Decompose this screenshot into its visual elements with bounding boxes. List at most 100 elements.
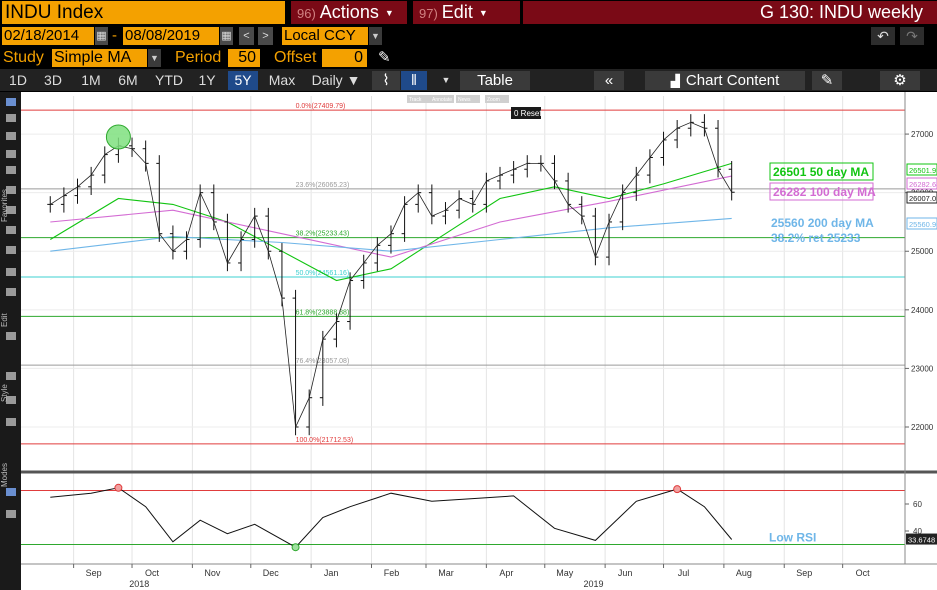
top-highlight-marker xyxy=(105,124,131,150)
end-calendar-icon[interactable]: ▦ xyxy=(220,27,233,45)
collapse-icon[interactable]: « xyxy=(594,71,624,90)
month-label: Oct xyxy=(145,568,160,578)
tool-annotate-button[interactable] xyxy=(430,95,454,103)
pen-tool-icon[interactable] xyxy=(6,114,16,122)
pointer-tool-icon[interactable] xyxy=(6,98,16,106)
tool-label: Zoom xyxy=(487,97,500,103)
tool-label: Annotate xyxy=(432,97,452,103)
month-label: Mar xyxy=(438,568,454,578)
price-chart[interactable]: 0.0%(27409.79) 23.6%(26065.23) 38.2%(25233… xyxy=(21,92,937,590)
study-dropdown-icon[interactable]: ▼ xyxy=(148,49,161,67)
month-label: Nov xyxy=(204,568,221,578)
bar-chart-icon[interactable]: ǁ xyxy=(401,71,427,90)
range-3d-button[interactable]: 3D xyxy=(44,72,62,88)
annotations: 26501 50 day MA 26282 100 day MA 25560 200… xyxy=(105,124,937,552)
settings-gear-icon[interactable]: ⚙ xyxy=(880,71,920,90)
channel-tool-icon[interactable] xyxy=(6,206,16,214)
price-tag xyxy=(906,191,937,204)
mode-select-icon[interactable] xyxy=(6,488,16,496)
currency-select[interactable]: Local CCY xyxy=(282,27,368,45)
next-period-button[interactable]: > xyxy=(258,27,273,45)
arrow-tool-icon[interactable] xyxy=(6,226,16,234)
security-title[interactable]: INDU Index xyxy=(2,1,285,24)
fib-level-label: 23.6%(26065.23) xyxy=(296,182,350,189)
chart-content-label: Chart Content xyxy=(685,72,780,89)
edit-menu[interactable]: 97) Edit ▼ xyxy=(413,1,520,24)
price-tag-value: 26007.07 xyxy=(909,194,937,203)
favorites-tab[interactable]: Favorites xyxy=(0,189,9,222)
edit-tab[interactable]: Edit xyxy=(0,313,9,327)
annotation-box xyxy=(769,162,874,181)
date-separator: - xyxy=(112,27,117,44)
pencil-icon[interactable]: ✎ xyxy=(378,49,391,66)
reset-button[interactable] xyxy=(511,107,541,119)
range-5y-button[interactable]: 5Y xyxy=(228,71,258,90)
rsi-last-tag xyxy=(906,533,937,545)
redo-icon[interactable]: ↷ xyxy=(900,27,924,45)
tool-news-button[interactable] xyxy=(456,95,480,103)
ma-annotation: 38.2% ret 25233 xyxy=(771,231,861,245)
range-1m-button[interactable]: 1M xyxy=(81,72,101,88)
rsi-tick-label: 40 xyxy=(913,527,922,536)
month-label: Apr xyxy=(499,568,513,578)
draw-tool-icon[interactable] xyxy=(6,332,16,340)
year-label: 2018 xyxy=(129,579,149,589)
modes-tab[interactable]: Modes xyxy=(0,462,9,487)
style-tool-icon[interactable] xyxy=(6,396,16,404)
month-label: Oct xyxy=(856,568,871,578)
reset-label: 0 Reset xyxy=(514,109,542,118)
fibonacci-levels: 0.0%(27409.79) 23.6%(26065.23) 38.2%(25233… xyxy=(21,103,905,445)
table-button[interactable]: Table xyxy=(460,71,530,90)
line-chart-icon[interactable]: ⌇ xyxy=(372,71,400,90)
actions-caret-icon: ▼ xyxy=(384,7,394,18)
start-calendar-icon[interactable]: ▦ xyxy=(95,27,108,45)
tool-label: News xyxy=(458,97,471,103)
range-6m-button[interactable]: 6M xyxy=(118,72,138,88)
range-ytd-button[interactable]: YTD xyxy=(155,72,183,88)
start-date-field[interactable]: 02/18/2014 xyxy=(2,27,94,45)
frequency-select[interactable]: Daily ▼ xyxy=(311,72,361,88)
eraser-tool-icon[interactable] xyxy=(6,372,16,380)
ma-annotation: 26501 50 day MA xyxy=(773,165,869,179)
end-date-field[interactable]: 08/08/2019 xyxy=(123,27,219,45)
edit-label: Edit xyxy=(441,2,473,22)
study-select[interactable]: Simple MA xyxy=(52,49,147,67)
tool-zoom-button[interactable] xyxy=(485,95,509,103)
price-tag-value: 26282.64 xyxy=(909,180,937,189)
chart-content-button[interactable]: ▟ Chart Content xyxy=(645,71,805,90)
range-max-button[interactable]: Max xyxy=(268,72,296,88)
study-toolbar: Study Simple MA ▼ Period 50 Offset 0 ✎ xyxy=(0,47,937,68)
period-input[interactable]: 50 xyxy=(228,49,260,67)
rsi-last-value: 33.6748 xyxy=(908,536,935,545)
style-tab[interactable]: Style xyxy=(0,384,9,402)
trend-tool-icon[interactable] xyxy=(6,132,16,140)
price-close-line xyxy=(50,121,733,429)
edit-chart-icon[interactable]: ✎ xyxy=(812,71,842,90)
previous-period-button[interactable]: < xyxy=(239,27,254,45)
ellipse-tool-icon[interactable] xyxy=(6,268,16,276)
price-tag xyxy=(906,217,937,230)
actions-hotkey: 96) xyxy=(297,6,316,21)
rsi-annotation: Low RSI xyxy=(769,531,816,545)
window-title: G 130: INDU weekly xyxy=(523,1,937,24)
text-tool-icon[interactable] xyxy=(6,166,16,174)
mode-zoom-icon[interactable] xyxy=(6,510,16,518)
style-line-icon[interactable] xyxy=(6,418,16,426)
actions-menu[interactable]: 96) Actions ▼ xyxy=(291,1,407,24)
range-1d-button[interactable]: 1D xyxy=(9,72,27,88)
undo-icon[interactable]: ↶ xyxy=(871,27,895,45)
tool-track-button[interactable] xyxy=(407,95,431,103)
range-1y-button[interactable]: 1Y xyxy=(198,72,216,88)
fib-tool-icon[interactable] xyxy=(6,150,16,158)
currency-dropdown-icon[interactable]: ▼ xyxy=(369,27,382,45)
month-label: May xyxy=(556,568,574,578)
month-label: Jul xyxy=(678,568,690,578)
shape-tool-icon[interactable] xyxy=(6,186,16,194)
offset-input[interactable]: 0 xyxy=(322,49,367,67)
line-tool-icon[interactable] xyxy=(6,246,16,254)
rsi-line xyxy=(50,487,733,548)
chart-type-dropdown-icon[interactable]: ▼ xyxy=(441,75,451,85)
month-label: Jan xyxy=(324,568,339,578)
color-tool-icon[interactable] xyxy=(6,288,16,296)
price-tick-label: 22000 xyxy=(911,423,934,432)
